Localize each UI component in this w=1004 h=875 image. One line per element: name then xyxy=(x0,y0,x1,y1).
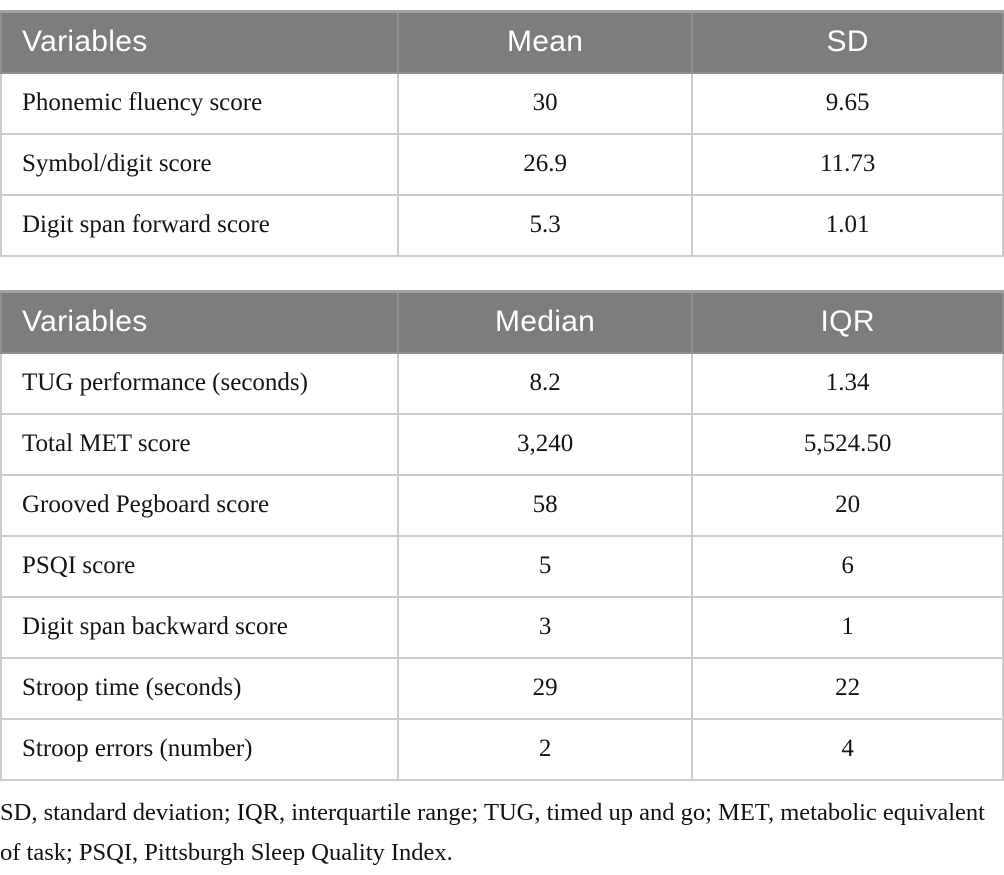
variable-name-cell: TUG performance (seconds) xyxy=(0,352,399,415)
mean-sd-table: Variables Mean SD Phonemic fluency score… xyxy=(0,10,1004,257)
iqr-value-cell: 6 xyxy=(691,535,1004,598)
table-row: Total MET score 3,240 5,524.50 xyxy=(0,413,1004,476)
variable-name-cell: Digit span backward score xyxy=(0,596,399,659)
variable-name-cell: PSQI score xyxy=(0,535,399,598)
variable-name-cell: Phonemic fluency score xyxy=(0,72,399,135)
table-row: TUG performance (seconds) 8.2 1.34 xyxy=(0,352,1004,415)
column-header-median: Median xyxy=(396,291,694,354)
table-row: Symbol/digit score 26.9 11.73 xyxy=(0,133,1004,196)
median-value-cell: 3 xyxy=(396,596,694,659)
median-iqr-table: Variables Median IQR TUG performance (se… xyxy=(0,290,1004,781)
column-header-variables: Variables xyxy=(0,11,399,74)
mean-value-cell: 5.3 xyxy=(396,194,694,257)
iqr-value-cell: 5,524.50 xyxy=(691,413,1004,476)
table-row: Stroop errors (number) 2 4 xyxy=(0,718,1004,781)
sd-value-cell: 1.01 xyxy=(691,194,1004,257)
variable-name-cell: Stroop errors (number) xyxy=(0,718,399,781)
table-row: Digit span backward score 3 1 xyxy=(0,596,1004,659)
median-value-cell: 5 xyxy=(396,535,694,598)
column-header-variables: Variables xyxy=(0,291,399,354)
column-header-mean: Mean xyxy=(396,11,694,74)
iqr-value-cell: 20 xyxy=(691,474,1004,537)
column-header-sd: SD xyxy=(691,11,1004,74)
iqr-value-cell: 4 xyxy=(691,718,1004,781)
sd-value-cell: 9.65 xyxy=(691,72,1004,135)
mean-value-cell: 26.9 xyxy=(396,133,694,196)
median-value-cell: 29 xyxy=(396,657,694,720)
abbreviations-footnote: SD, standard deviation; IQR, interquarti… xyxy=(0,799,985,866)
median-value-cell: 8.2 xyxy=(396,352,694,415)
variable-name-cell: Symbol/digit score xyxy=(0,133,399,196)
variable-name-cell: Stroop time (seconds) xyxy=(0,657,399,720)
mean-value-cell: 30 xyxy=(396,72,694,135)
iqr-value-cell: 1.34 xyxy=(691,352,1004,415)
table-row: Stroop time (seconds) 29 22 xyxy=(0,657,1004,720)
table-row: Phonemic fluency score 30 9.65 xyxy=(0,72,1004,135)
table-row: Grooved Pegboard score 58 20 xyxy=(0,474,1004,537)
median-value-cell: 58 xyxy=(396,474,694,537)
variable-name-cell: Total MET score xyxy=(0,413,399,476)
table-row: Digit span forward score 5.3 1.01 xyxy=(0,194,1004,257)
median-value-cell: 3,240 xyxy=(396,413,694,476)
table-row: PSQI score 5 6 xyxy=(0,535,1004,598)
column-header-iqr: IQR xyxy=(691,291,1004,354)
sd-value-cell: 11.73 xyxy=(691,133,1004,196)
iqr-value-cell: 22 xyxy=(691,657,1004,720)
variable-name-cell: Digit span forward score xyxy=(0,194,399,257)
table-header-row: Variables Mean SD xyxy=(0,11,1004,74)
variable-name-cell: Grooved Pegboard score xyxy=(0,474,399,537)
table-header-row: Variables Median IQR xyxy=(0,291,1004,354)
iqr-value-cell: 1 xyxy=(691,596,1004,659)
median-value-cell: 2 xyxy=(396,718,694,781)
